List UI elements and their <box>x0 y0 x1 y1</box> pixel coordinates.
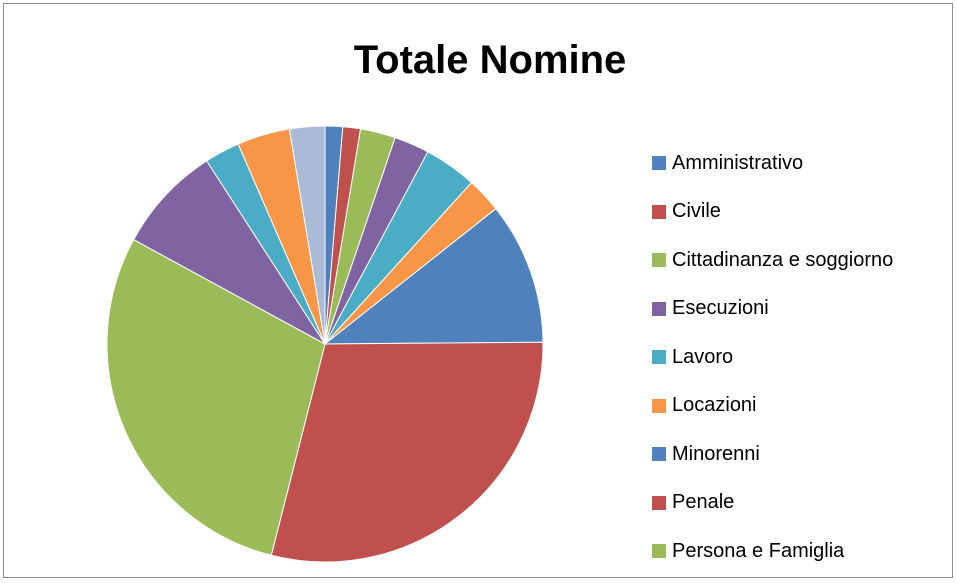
legend-swatch <box>652 495 666 510</box>
pie-slice-7 <box>323 207 544 345</box>
legend-item: Amministrativo <box>652 139 893 188</box>
pie-slice-9 <box>106 238 326 556</box>
legend-swatch <box>652 204 666 219</box>
legend-label: Penale <box>672 491 735 514</box>
legend-swatch <box>652 544 666 559</box>
pie-slice-10 <box>132 160 326 345</box>
legend-label: Persona e Famiglia <box>672 539 845 562</box>
legend-label: Amministrativo <box>672 151 804 174</box>
pie-slice-8 <box>270 341 544 563</box>
legend-label: Lavoro <box>672 345 734 368</box>
legend-label: Cittadinanza e soggiorno <box>672 248 894 271</box>
legend-label: Locazioni <box>672 394 757 417</box>
legend-item: Civile <box>652 188 893 237</box>
legend-item: Lavoro <box>652 333 893 382</box>
legend-swatch <box>652 301 666 316</box>
pie-slice-13 <box>288 125 326 345</box>
legend-item: Persona e Famiglia <box>652 527 893 576</box>
legend-item: Penale <box>652 479 893 528</box>
legend-item: Esecuzioni <box>652 285 893 334</box>
legend-label: Civile <box>672 200 721 223</box>
legend-item: Locazioni <box>652 382 893 431</box>
legend-swatch <box>652 350 666 365</box>
legend-swatch <box>652 253 666 268</box>
legend-swatch <box>652 398 666 413</box>
legend: Amministrativo Civile Cittadinanza e soggi… <box>652 139 893 576</box>
pie-slices <box>106 125 544 563</box>
chart-title: Totale Nomine <box>353 38 627 82</box>
legend-label: Minorenni <box>672 442 760 465</box>
legend-label: Esecuzioni <box>672 297 769 320</box>
legend-swatch <box>652 447 666 462</box>
legend-item: Cittadinanza e soggiorno <box>652 236 893 285</box>
legend-swatch <box>652 156 666 171</box>
legend-item: Minorenni <box>652 430 893 479</box>
